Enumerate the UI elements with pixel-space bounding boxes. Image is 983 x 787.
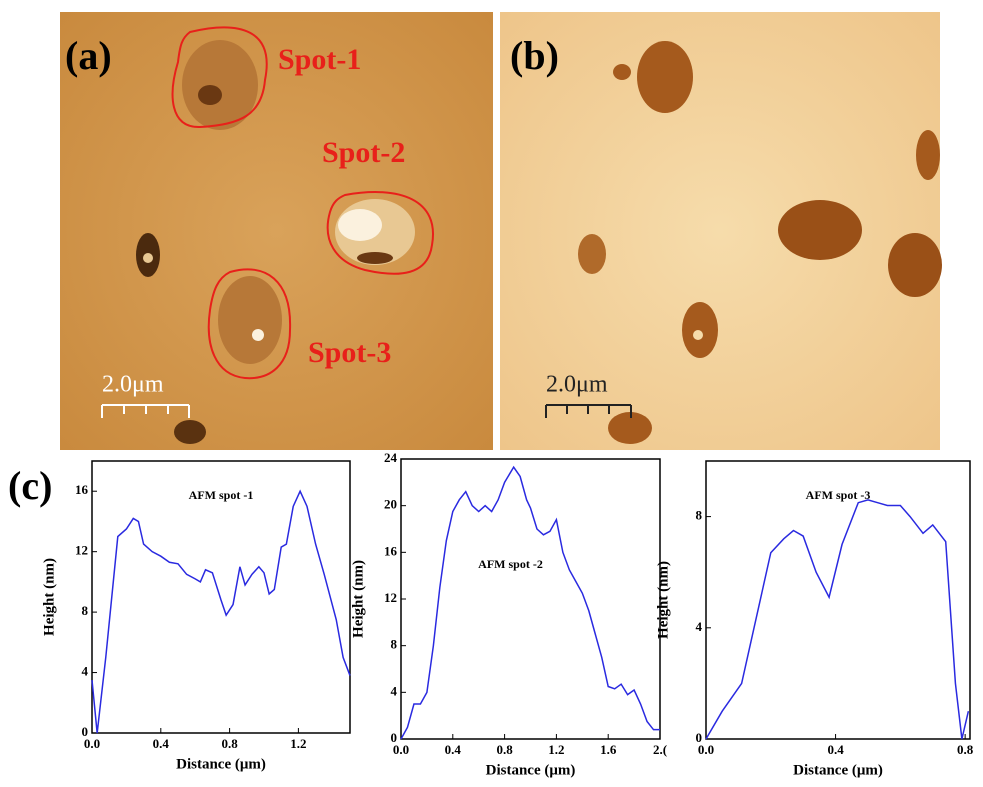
y-axis-label: Height (nm) (350, 560, 366, 638)
y-tick-label: 24 (384, 450, 398, 465)
x-tick-label: 1.2 (548, 742, 564, 757)
x-tick-label: 0.8 (496, 742, 513, 757)
data-line (91, 489, 351, 734)
x-tick-label: 0.8 (221, 736, 238, 751)
plot-frame (91, 460, 351, 734)
x-tick-label: 0.8 (957, 742, 974, 757)
panel-label: (a) (65, 33, 112, 78)
chart-title: AFM spot -3 (806, 488, 871, 502)
x-tick-label: 0.0 (393, 742, 409, 757)
spot-label: Spot-1 (278, 43, 361, 76)
x-axis-label: Distance (μm) (793, 762, 883, 778)
data-line (705, 499, 970, 740)
chart-title: AFM spot -2 (478, 557, 543, 571)
y-tick-label: 20 (384, 497, 397, 512)
x-axis-label: Distance (μm) (176, 756, 266, 772)
y-tick-label: 0 (391, 730, 398, 745)
y-tick-label: 12 (384, 590, 397, 605)
y-tick-label: 8 (696, 508, 703, 523)
plot-frame (400, 458, 661, 740)
y-tick-label: 4 (82, 664, 89, 679)
afm-image-b (500, 12, 942, 450)
x-tick-label: 0.4 (445, 742, 462, 757)
y-tick-label: 8 (82, 603, 89, 618)
x-axis-label: Distance (μm) (486, 762, 576, 778)
scale-bar-label: 2.0μm (102, 372, 164, 398)
x-tick-label: 1.2 (290, 736, 306, 751)
y-axis-label: Height (nm) (655, 561, 671, 639)
spot-label: Spot-3 (308, 336, 391, 369)
y-tick-label: 16 (75, 482, 89, 497)
x-tick-label: 2.( (653, 742, 667, 757)
x-tick-label: 0.0 (84, 736, 100, 751)
x-tick-label: 1.6 (600, 742, 617, 757)
afm-image-a (60, 12, 493, 450)
y-tick-label: 4 (391, 683, 398, 698)
y-tick-label: 0 (696, 730, 703, 745)
y-tick-label: 8 (391, 637, 398, 652)
plot-frame (705, 460, 971, 740)
y-tick-label: 12 (75, 543, 88, 558)
y-tick-label: 0 (82, 724, 89, 739)
x-tick-label: 0.4 (153, 736, 170, 751)
y-tick-label: 16 (384, 543, 398, 558)
chart-title: AFM spot -1 (189, 488, 254, 502)
x-tick-label: 0.0 (698, 742, 714, 757)
y-axis-label: Height (nm) (41, 558, 57, 636)
y-tick-label: 4 (696, 619, 703, 634)
spot-label: Spot-2 (322, 136, 405, 169)
data-line (400, 465, 660, 740)
x-tick-label: 0.4 (827, 742, 844, 757)
panel-label: (b) (510, 33, 559, 78)
scale-bar-label: 2.0μm (546, 372, 608, 398)
panel-label: (c) (8, 463, 52, 508)
